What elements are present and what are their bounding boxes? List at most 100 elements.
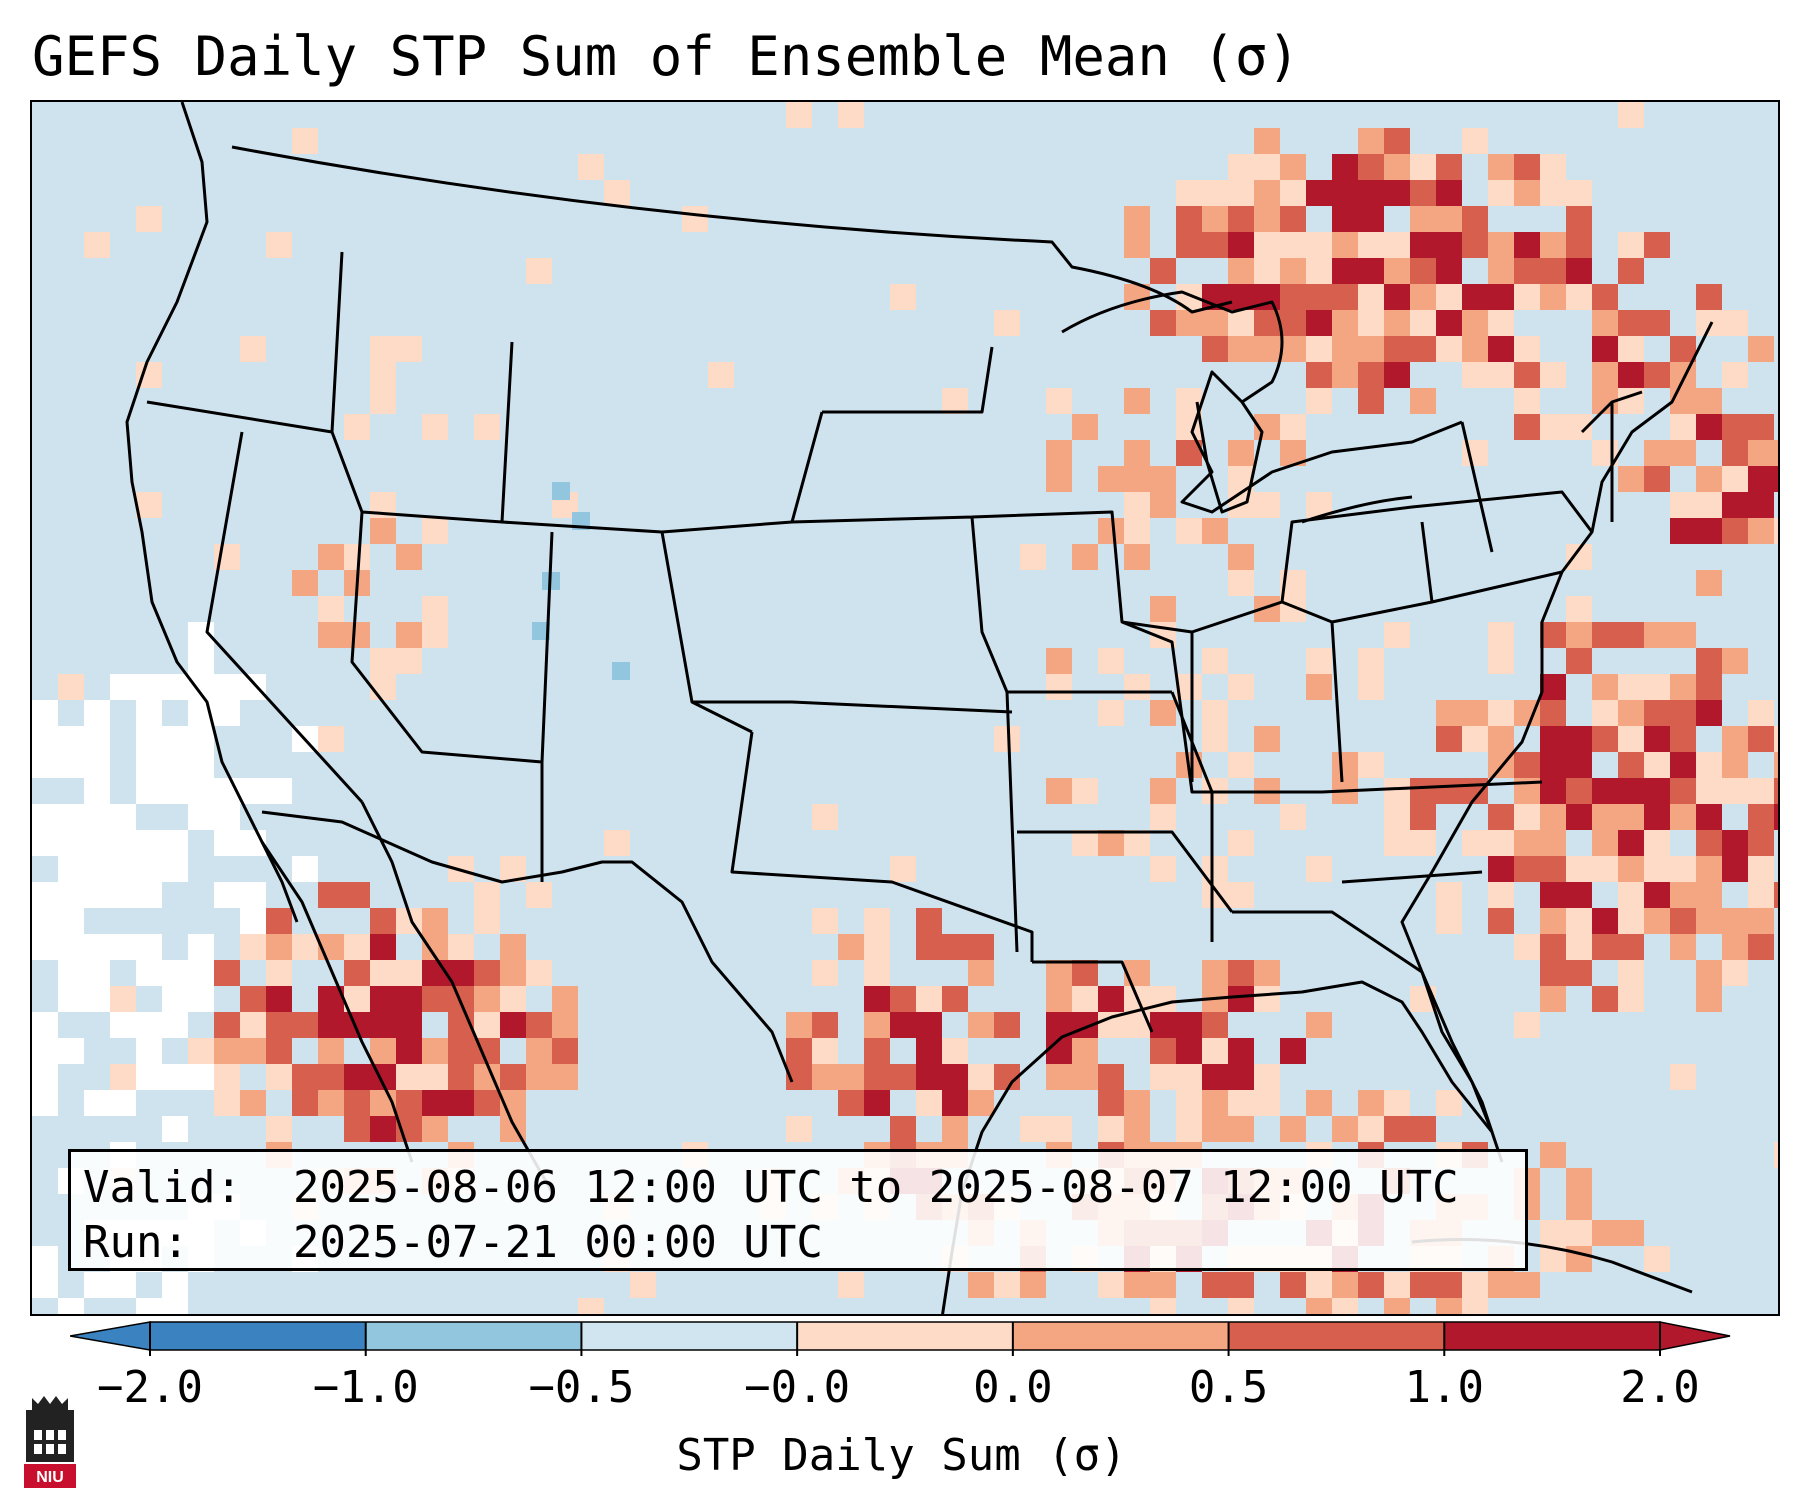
stp-cell xyxy=(1332,258,1358,284)
stp-cell xyxy=(266,986,292,1012)
stp-cell xyxy=(1566,284,1592,310)
stp-cell xyxy=(84,856,110,882)
stp-cell xyxy=(344,960,370,986)
stp-cell xyxy=(1514,752,1540,778)
east-coastline xyxy=(1400,321,1714,1133)
stp-cell xyxy=(1670,414,1696,440)
stp-cell xyxy=(370,1038,396,1064)
niu-logo: NIU xyxy=(24,1396,76,1488)
stp-cell xyxy=(1306,388,1332,414)
stp-cell xyxy=(422,518,448,544)
stp-cell xyxy=(552,986,578,1012)
stp-cell xyxy=(32,934,58,960)
stp-cell xyxy=(942,986,968,1012)
stp-cell xyxy=(1436,726,1462,752)
stp-cell xyxy=(1410,804,1436,830)
stp-cell xyxy=(1566,804,1592,830)
stp-cell xyxy=(1722,440,1748,466)
stp-cell xyxy=(162,674,188,700)
colorbar-extend-low xyxy=(70,1321,151,1351)
stp-cell xyxy=(1254,128,1280,154)
stp-cell xyxy=(1514,232,1540,258)
stp-cell xyxy=(1358,674,1384,700)
stp-cell xyxy=(1618,466,1644,492)
lake-michigan xyxy=(1195,401,1264,514)
stp-cell xyxy=(32,1064,58,1090)
stp-cell xyxy=(1280,154,1306,180)
stp-cell xyxy=(110,804,136,830)
stp-cell xyxy=(526,960,552,986)
stp-cell xyxy=(1514,258,1540,284)
stp-cell xyxy=(812,1064,838,1090)
stp-cell xyxy=(1436,1272,1462,1298)
stp-cell xyxy=(1488,258,1514,284)
stp-cell xyxy=(1228,830,1254,856)
stp-cell xyxy=(370,388,396,414)
stp-cell xyxy=(422,1038,448,1064)
stp-cell xyxy=(1644,362,1670,388)
stp-cell xyxy=(500,1064,526,1090)
colorbar-tick-label: 2.0 xyxy=(1620,1362,1700,1413)
stp-cell xyxy=(370,960,396,986)
stp-cell xyxy=(1488,1272,1514,1298)
stp-cell xyxy=(1488,726,1514,752)
stp-cell xyxy=(942,1064,968,1090)
stp-cell xyxy=(1202,180,1228,206)
stp-cell xyxy=(422,1090,448,1116)
stp-cell xyxy=(1384,1298,1410,1314)
stp-cell xyxy=(1124,1272,1150,1298)
stp-cell xyxy=(1150,700,1176,726)
stp-cell xyxy=(1774,752,1778,778)
stp-cell xyxy=(812,1012,838,1038)
stp-cell xyxy=(1046,1116,1072,1142)
stp-cell xyxy=(1488,700,1514,726)
stp-cell xyxy=(344,1064,370,1090)
stp-cell xyxy=(1696,492,1722,518)
stp-cell xyxy=(1722,778,1748,804)
stp-cell xyxy=(58,804,84,830)
stp-cell xyxy=(214,804,240,830)
stp-cell xyxy=(1436,908,1462,934)
stp-cell xyxy=(162,960,188,986)
stp-cell xyxy=(1644,232,1670,258)
stp-cell xyxy=(1722,492,1748,518)
stp-cell xyxy=(1566,596,1592,622)
stp-field xyxy=(32,102,1778,1314)
stp-cell xyxy=(1644,804,1670,830)
stp-cell xyxy=(1540,856,1566,882)
stp-cell xyxy=(1462,284,1488,310)
stp-cell xyxy=(1748,414,1774,440)
stp-cell xyxy=(1696,388,1722,414)
stp-cell xyxy=(1046,986,1072,1012)
stp-cell xyxy=(1566,1220,1592,1246)
stp-cell xyxy=(1722,466,1748,492)
stp-cell xyxy=(1228,752,1254,778)
stp-cell xyxy=(318,544,344,570)
stp-cell xyxy=(1696,856,1722,882)
stp-cell xyxy=(318,596,344,622)
stp-cell xyxy=(1332,284,1358,310)
stp-cell xyxy=(1098,986,1124,1012)
stp-cell xyxy=(136,960,162,986)
stp-cell xyxy=(968,1012,994,1038)
stp-cell xyxy=(1696,414,1722,440)
stp-cell xyxy=(58,674,84,700)
stp-cell xyxy=(1462,336,1488,362)
stp-cell xyxy=(32,752,58,778)
stp-cell xyxy=(1696,700,1722,726)
stp-cell xyxy=(1358,310,1384,336)
stp-cell xyxy=(1514,336,1540,362)
stp-cell xyxy=(1280,1038,1306,1064)
stp-cell xyxy=(1540,284,1566,310)
stp-cell xyxy=(942,1116,968,1142)
stp-cell xyxy=(162,1116,188,1142)
stp-cell xyxy=(1150,1038,1176,1064)
stp-cell xyxy=(1488,232,1514,258)
stp-cell xyxy=(136,778,162,804)
stp-cell xyxy=(1644,622,1670,648)
stp-cell xyxy=(1722,934,1748,960)
stp-cell xyxy=(1722,726,1748,752)
stp-cell xyxy=(1618,622,1644,648)
stp-cell xyxy=(1748,336,1774,362)
stp-cell xyxy=(1202,1090,1228,1116)
